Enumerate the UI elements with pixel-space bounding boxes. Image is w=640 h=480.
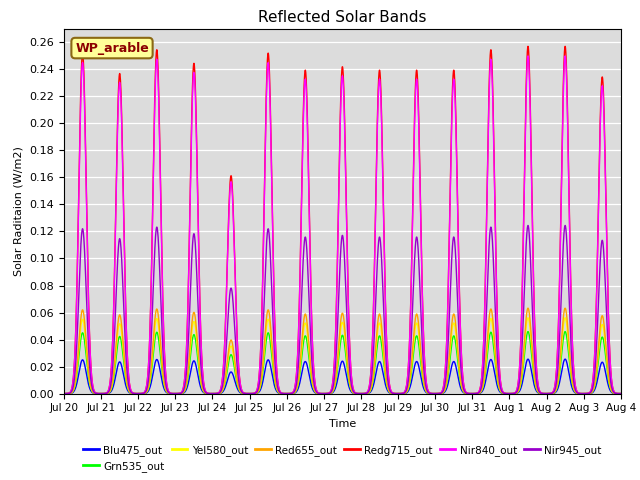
Redg715_out [617,391,625,396]
Grn535_out [436,391,444,396]
Red655_out [617,391,625,396]
Red655_out [436,391,444,396]
Grn535_out [617,391,625,396]
Red655_out [616,391,624,396]
Nir945_out [322,391,330,396]
Grn535_out [499,390,506,396]
Redg715_out [160,339,168,345]
Nir840_out [617,391,625,396]
Grn535_out [60,391,68,396]
Yel580_out [436,391,444,396]
Blu475_out [322,391,330,396]
Yel580_out [617,391,625,396]
Nir840_out [616,391,624,396]
Redg715_out [322,391,330,396]
Grn535_out [467,391,475,396]
Grn535_out [160,382,168,387]
Grn535_out [322,391,330,396]
Yel580_out [160,380,168,385]
Redg715_out [436,390,444,396]
Redg715_out [60,391,68,396]
Blu475_out [60,391,68,396]
Blu475_out [436,391,444,396]
Legend: Blu475_out, Grn535_out, Yel580_out, Red655_out, Redg715_out, Nir840_out, Nir945_: Blu475_out, Grn535_out, Yel580_out, Red6… [79,441,605,476]
Line: Redg715_out: Redg715_out [64,46,621,394]
Line: Nir840_out: Nir840_out [64,56,621,394]
Nir945_out [617,391,625,396]
Nir840_out [467,391,475,396]
Line: Yel580_out: Yel580_out [64,318,621,394]
Red655_out [160,378,168,384]
Nir840_out [60,391,68,396]
Nir945_out [499,390,506,396]
Nir945_out [561,223,569,228]
Red655_out [467,391,475,396]
Blu475_out [617,391,625,396]
Line: Nir945_out: Nir945_out [64,226,621,394]
Yel580_out [322,391,330,396]
Red655_out [322,391,330,396]
Blu475_out [160,385,168,391]
Line: Blu475_out: Blu475_out [64,359,621,394]
Redg715_out [499,389,506,395]
Grn535_out [616,391,624,396]
Blu475_out [467,391,475,396]
Nir840_out [561,53,569,59]
Yel580_out [467,391,475,396]
Red655_out [499,390,506,396]
Yel580_out [616,391,624,396]
Redg715_out [561,43,569,49]
Nir945_out [160,366,168,372]
Nir840_out [322,391,330,396]
Blu475_out [499,391,506,396]
Yel580_out [60,391,68,396]
Nir945_out [436,391,444,396]
Nir945_out [467,391,475,396]
X-axis label: Time: Time [329,419,356,429]
Nir840_out [436,390,444,396]
Red655_out [561,305,569,311]
Line: Red655_out: Red655_out [64,308,621,394]
Nir945_out [60,391,68,396]
Nir840_out [499,389,506,395]
Grn535_out [561,329,569,335]
Blu475_out [616,391,624,396]
Yel580_out [561,315,569,321]
Nir945_out [616,391,624,396]
Title: Reflected Solar Bands: Reflected Solar Bands [258,10,427,25]
Y-axis label: Solar Raditaion (W/m2): Solar Raditaion (W/m2) [14,146,24,276]
Yel580_out [499,390,506,396]
Text: WP_arable: WP_arable [75,42,149,55]
Line: Grn535_out: Grn535_out [64,332,621,394]
Redg715_out [616,391,624,396]
Nir840_out [160,341,168,347]
Blu475_out [561,356,569,362]
Red655_out [60,391,68,396]
Redg715_out [467,391,475,396]
